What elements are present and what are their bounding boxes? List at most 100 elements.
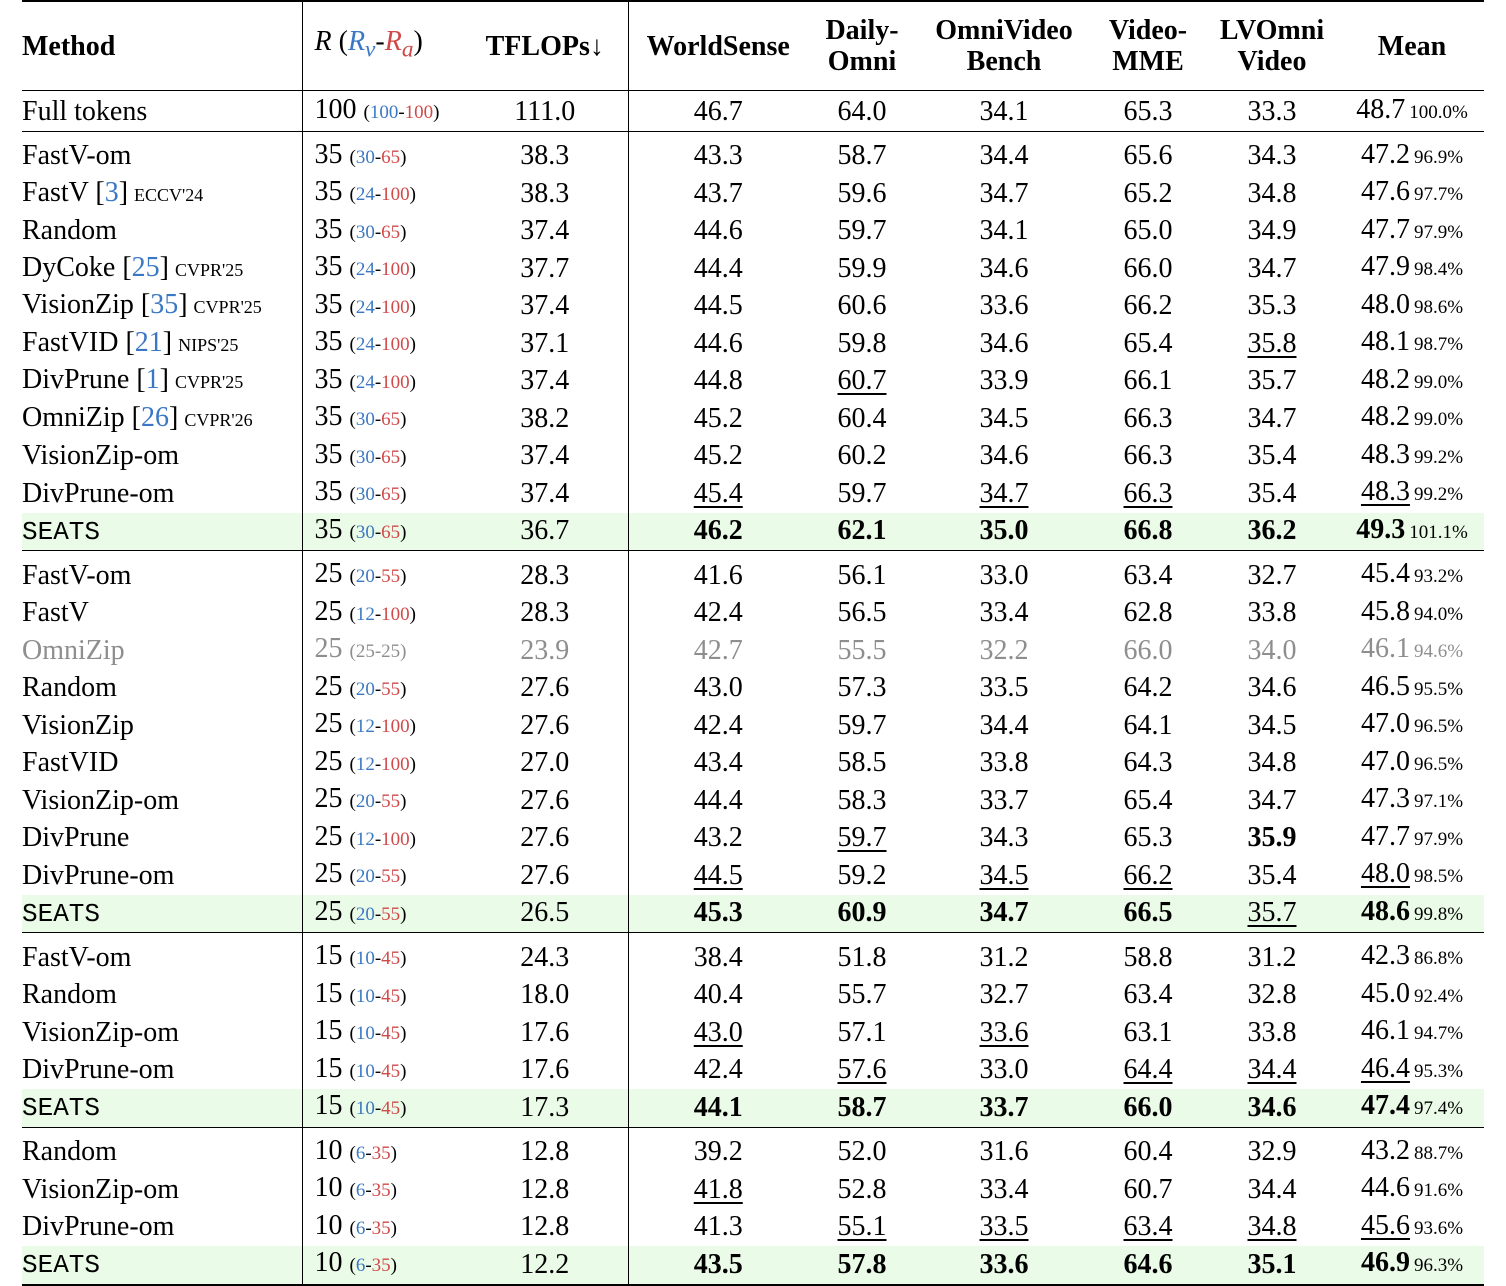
mean-cell: 45.4 93.2% [1340,551,1484,595]
omnivideobench-cell: 33.8 [916,745,1092,783]
mean-value: 48.2 [1360,363,1410,395]
ratio-cell: 35 (24-100) [301,287,462,325]
worldsense-value: 45.3 [693,897,743,928]
worldsense-value: 43.2 [693,822,743,853]
table-row: Random 25 (20-55) 27.6 43.0 57.3 33.5 64.2 34.6… [22,669,1484,708]
ratio-video: 10 [355,1060,375,1082]
mean-percent: 98.6% [1413,296,1464,318]
lvomnivideo-cell: 32.8 [1204,977,1340,1015]
omnivideobench-cell: 34.6 [916,438,1092,476]
ratio-video: 30 [355,446,375,468]
worldsense-value: 39.2 [693,1136,743,1167]
ratio-audio: 100 [381,296,410,318]
ratio-audio: 55 [381,866,401,887]
videomme-cell: 66.3 [1092,400,1204,438]
dailyomni-cell: 51.8 [808,933,916,977]
omnivideobench-cell: 34.4 [916,131,1092,175]
ratio-cell: 25 (20-55) [301,857,462,895]
ratio-value: 35 [314,288,343,320]
dailyomni-value: 59.7 [837,822,887,853]
dailyomni-cell: 56.1 [808,551,916,595]
ratio-split: (24-100) [349,296,416,318]
ratio-split: (30-65) [349,221,407,243]
dailyomni-cell: 57.3 [808,670,916,708]
method-cell: VisionZip-om [22,1171,302,1209]
method-name: FastV-om [22,559,132,591]
tflops-cell: 12.8 [520,1136,570,1167]
mean-percent: 99.8% [1413,903,1464,925]
mean-cell: 48.6 99.8% [1340,894,1484,933]
videomme-value: 66.2 [1123,290,1173,321]
citation-link[interactable]: 25 [131,251,160,283]
ratio-split: (10-45) [349,948,407,969]
videomme-value: 66.3 [1123,402,1173,434]
ratio-audio: 55 [381,791,401,812]
tflops-cell: 27.6 [520,672,570,703]
ratio-audio: 100 [381,716,410,737]
ratio-audio: 100 [381,184,410,205]
method-cell: OmniZip [22,632,302,670]
ratio-video: 30 [355,484,375,505]
ratio-value: 25 [314,783,343,814]
lvomnivideo-value: 32.9 [1247,1136,1297,1167]
mean-percent: 101.1% [1409,521,1468,543]
ratio-value: 35 [314,513,343,545]
citation-link[interactable]: 21 [134,326,163,358]
method-cell: DivPrune-om [22,475,302,513]
venue-label: CVPR'26 [184,409,253,430]
mean-cell: 45.6 93.6% [1340,1209,1484,1247]
mean-value: 47.0 [1360,745,1410,777]
lvomnivideo-value: 34.4 [1247,1054,1297,1085]
ratio-video: 10 [355,985,375,1007]
ratio-cell: 35 (24-100) [301,250,462,288]
omnivideobench-cell: 33.0 [916,1052,1092,1090]
omnivideobench-value: 33.5 [979,672,1029,703]
ratio-split: (10-45) [349,985,407,1007]
omnivideobench-value: 34.7 [979,477,1029,509]
ratio-value: 25 [314,633,343,664]
worldsense-value: 43.7 [693,177,743,209]
mean-percent: 99.0% [1413,409,1464,430]
citation-link[interactable]: 35 [150,289,179,320]
lvomnivideo-cell: 34.8 [1204,175,1340,213]
dailyomni-cell: 57.1 [808,1014,916,1052]
table-row: VisionZip-om 35 (30-65) 37.4 45.2 60.2 34.6 66… [22,437,1484,476]
mean-percent: 91.6% [1413,1180,1464,1201]
citation-link[interactable]: 3 [104,176,119,208]
videomme-cell: 63.1 [1092,1014,1204,1052]
method-name: SEATS [22,516,101,547]
mean-value: 48.0 [1360,288,1410,320]
ratio-value: 35 [314,251,343,282]
dailyomni-cell: 60.6 [808,288,916,326]
tflops-cell: 27.6 [520,822,570,853]
omnivideobench-value: 34.6 [979,252,1029,284]
mean-cell: 44.6 91.6% [1340,1171,1484,1209]
citation-link[interactable]: 1 [145,364,160,395]
omnivideobench-cell: 33.9 [916,363,1092,401]
dailyomni-cell: 60.2 [808,438,916,476]
dailyomni-value: 56.5 [837,597,887,628]
omnivideobench-value: 31.2 [979,941,1029,973]
method-cell: FastV-om [22,551,302,595]
lvomnivideo-cell: 31.2 [1204,933,1340,977]
dailyomni-value: 51.8 [837,941,887,973]
method-cell: Random [22,1127,302,1171]
mean-value: 47.9 [1360,251,1410,282]
citation-link[interactable]: 26 [141,401,169,433]
worldsense-value: 41.6 [693,559,743,591]
method-cell: DyCoke [25] CVPR'25 [22,251,244,283]
lvomnivideo-cell: 34.3 [1204,131,1340,175]
videomme-value: 64.6 [1123,1248,1173,1280]
worldsense-cell: 46.2 [627,512,808,551]
tflops-cell: 36.7 [462,512,628,551]
ratio-audio: 100 [381,334,410,355]
table-row: VisionZip-om 15 (10-45) 17.6 43.0 57.1 33.6 63… [22,1014,1484,1052]
method-name: Random [22,215,117,246]
mean-percent: 93.2% [1413,566,1464,587]
method-cell: FastVID [22,745,302,783]
method-name: FastVID [22,326,119,358]
ratio-audio: 45 [381,1023,401,1044]
tflops-cell: 12.2 [462,1246,628,1286]
lvomnivideo-value: 33.8 [1247,597,1297,628]
omnivideobench-cell: 34.7 [916,894,1092,933]
